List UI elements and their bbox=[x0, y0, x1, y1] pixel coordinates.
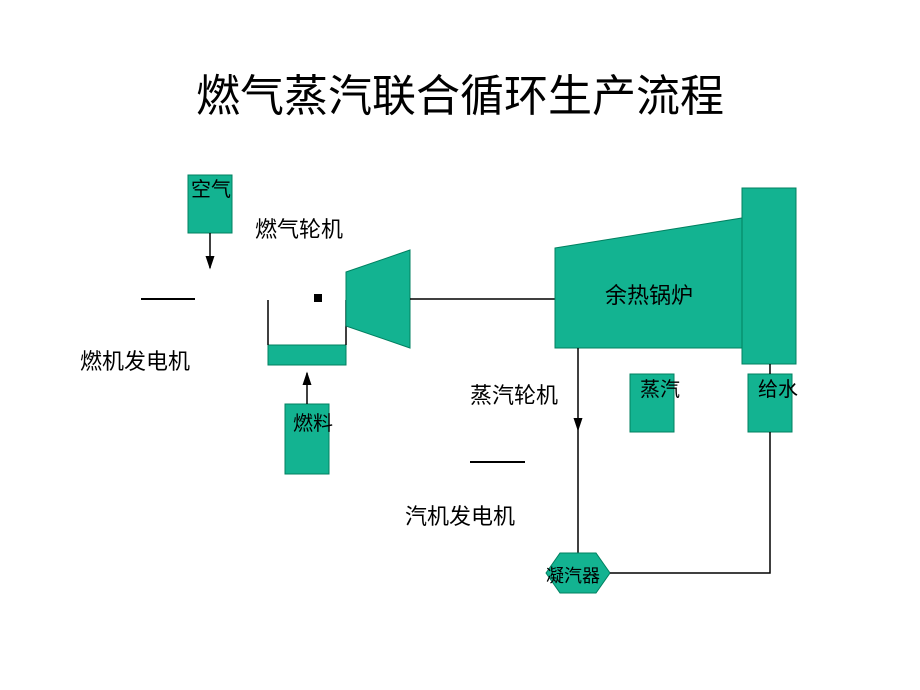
st-generator-label: 汽机发电机 bbox=[405, 499, 515, 531]
feedwater-label: 给水 bbox=[758, 378, 786, 402]
condenser-to-feedwater bbox=[610, 432, 770, 573]
gas-turbine-label: 燃气轮机 bbox=[255, 212, 343, 244]
steam-turbine-label: 蒸汽轮机 bbox=[470, 378, 558, 410]
fuel-label: 燃料 bbox=[293, 410, 321, 438]
bullet-marker bbox=[314, 294, 322, 302]
boiler-stack bbox=[742, 188, 796, 364]
steam-label: 蒸汽 bbox=[640, 378, 668, 402]
combustor-box bbox=[268, 345, 346, 365]
gas-turbine-shape bbox=[346, 250, 410, 348]
condenser-label: 凝汽器 bbox=[546, 562, 600, 588]
air-label: 空气 bbox=[191, 178, 231, 202]
gt-generator-label: 燃机发电机 bbox=[80, 344, 190, 376]
boiler-label: 余热锅炉 bbox=[605, 278, 693, 310]
